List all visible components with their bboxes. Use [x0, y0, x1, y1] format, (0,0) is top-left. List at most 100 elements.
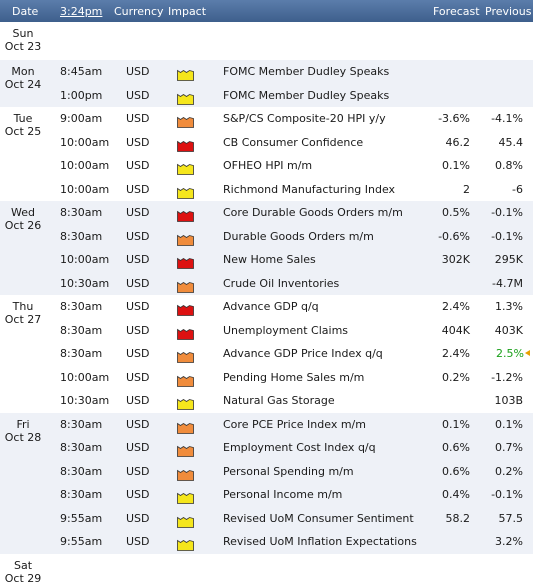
- event-forecast: 58.2: [445, 511, 471, 525]
- event-row[interactable]: 8:30am USD Durable Goods Orders m/m -0.6% -0…: [0, 225, 533, 249]
- event-row[interactable]: 8:30am USD Core Durable Goods Orders m/m 0.…: [0, 201, 533, 225]
- event-title[interactable]: Advance GDP q/q: [223, 300, 319, 313]
- event-title[interactable]: FOMC Member Dudley Speaks: [223, 65, 390, 78]
- event-title[interactable]: Natural Gas Storage: [223, 394, 335, 407]
- event-forecast: -3.6%: [438, 112, 470, 125]
- event-forecast: 2: [463, 182, 470, 196]
- event-time: 8:30am: [60, 464, 103, 478]
- event-title[interactable]: Personal Income m/m: [223, 488, 343, 501]
- day-label: Wed Oct 26: [0, 206, 46, 232]
- event-previous: 0.2%: [495, 460, 523, 484]
- impact-low-icon: [177, 66, 194, 81]
- impact-medium-icon: [177, 466, 194, 481]
- day-of-week: Sun: [12, 27, 34, 40]
- event-currency: USD: [126, 464, 150, 478]
- time-column-header[interactable]: 3:24pm: [60, 5, 103, 18]
- event-row[interactable]: 8:30am USD Personal Spending m/m 0.6% 0.2%: [0, 460, 533, 484]
- event-currency: USD: [126, 417, 150, 431]
- day-date: Oct 23: [4, 40, 42, 53]
- impact-medium-icon: [177, 372, 194, 387]
- day-date: Oct 26: [4, 219, 42, 232]
- previous-value: -4.7M: [492, 276, 523, 290]
- event-title[interactable]: S&P/CS Composite-20 HPI y/y: [223, 112, 386, 125]
- event-row[interactable]: 8:45am USD FOMC Member Dudley Speaks: [0, 60, 533, 84]
- event-time: 10:30am: [60, 394, 110, 407]
- day-date: Oct 25: [4, 125, 42, 138]
- event-previous: -4.1%: [491, 107, 523, 131]
- day-date: Oct 27: [4, 313, 42, 326]
- event-title[interactable]: Core PCE Price Index m/m: [223, 417, 366, 431]
- impact-low-icon: [177, 184, 194, 199]
- event-title[interactable]: Durable Goods Orders m/m: [223, 229, 374, 243]
- event-previous: 2.5%: [496, 342, 530, 366]
- event-title[interactable]: Unemployment Claims: [223, 323, 349, 337]
- event-row[interactable]: 8:30am USD Unemployment Claims 404K 403K: [0, 319, 533, 343]
- event-currency: USD: [126, 300, 150, 313]
- previous-value: -0.1%: [491, 206, 523, 219]
- day-of-week: Thu: [12, 300, 34, 313]
- impact-medium-icon: [177, 231, 194, 246]
- event-time: 8:30am: [60, 417, 103, 431]
- impact-high-icon: [177, 254, 194, 269]
- event-row[interactable]: 10:30am USD Natural Gas Storage 103B: [0, 389, 533, 413]
- event-title[interactable]: OFHEO HPI m/m: [223, 159, 313, 172]
- day-label: Fri Oct 28: [0, 418, 46, 444]
- impact-medium-icon: [177, 348, 194, 363]
- previous-value: 2.5%: [496, 347, 524, 360]
- event-title[interactable]: Revised UoM Consumer Sentiment: [223, 511, 414, 525]
- event-title[interactable]: Advance GDP Price Index q/q: [223, 347, 383, 360]
- event-title[interactable]: Personal Spending m/m: [223, 464, 354, 478]
- previous-value: -0.1%: [491, 488, 523, 501]
- event-title[interactable]: Revised UoM Inflation Expectations: [223, 535, 417, 548]
- event-time: 9:55am: [60, 511, 103, 525]
- event-row[interactable]: 9:55am USD Revised UoM Inflation Expectati…: [0, 530, 533, 554]
- day-date: Oct 29: [4, 571, 42, 585]
- impact-high-icon: [177, 207, 194, 222]
- day-group: Sun Oct 23: [0, 22, 533, 60]
- event-row[interactable]: 10:00am USD New Home Sales 302K 295K: [0, 248, 533, 272]
- event-title[interactable]: CB Consumer Confidence: [223, 135, 364, 149]
- event-previous: 403K: [495, 319, 523, 343]
- event-row[interactable]: 9:55am USD Revised UoM Consumer Sentiment 5…: [0, 507, 533, 531]
- event-title[interactable]: Pending Home Sales m/m: [223, 370, 365, 384]
- event-forecast: 0.1%: [442, 159, 470, 172]
- event-row[interactable]: 8:30am USD Employment Cost Index q/q 0.6% 0.…: [0, 436, 533, 460]
- previous-value: -1.2%: [491, 370, 523, 384]
- event-row[interactable]: 10:00am USD Pending Home Sales m/m 0.2% -1.2…: [0, 366, 533, 390]
- event-title[interactable]: Core Durable Goods Orders m/m: [223, 206, 403, 219]
- event-currency: USD: [126, 65, 150, 78]
- event-previous: 57.5: [499, 507, 524, 531]
- event-title[interactable]: Employment Cost Index q/q: [223, 441, 376, 454]
- event-currency: USD: [126, 229, 150, 243]
- event-title[interactable]: FOMC Member Dudley Speaks: [223, 88, 390, 102]
- event-row[interactable]: 1:00pm USD FOMC Member Dudley Speaks: [0, 84, 533, 108]
- event-row[interactable]: 8:30am USD Advance GDP q/q 2.4% 1.3%: [0, 295, 533, 319]
- event-title[interactable]: Richmond Manufacturing Index: [223, 182, 396, 196]
- day-label: Thu Oct 27: [0, 300, 46, 326]
- day-group: Sat Oct 29: [0, 554, 533, 585]
- event-currency: USD: [126, 159, 150, 172]
- day-group: Mon Oct 24 8:45am USD FOMC Member Dudley Spe…: [0, 60, 533, 107]
- day-label: Sun Oct 23: [0, 27, 46, 53]
- event-row[interactable]: 10:30am USD Crude Oil Inventories -4.7M: [0, 272, 533, 296]
- impact-low-icon: [177, 489, 194, 504]
- event-title[interactable]: New Home Sales: [223, 253, 316, 266]
- event-forecast: 2.4%: [442, 347, 470, 360]
- event-forecast: 404K: [441, 323, 470, 337]
- event-currency: USD: [126, 88, 150, 102]
- event-row[interactable]: 8:30am USD Personal Income m/m 0.4% -0.1%: [0, 483, 533, 507]
- event-row[interactable]: 10:00am USD CB Consumer Confidence 46.2 45.4: [0, 131, 533, 155]
- event-title[interactable]: Crude Oil Inventories: [223, 276, 340, 290]
- previous-value: 57.5: [498, 511, 524, 525]
- event-previous: 1.3%: [495, 295, 523, 319]
- event-previous: 0.1%: [495, 413, 523, 437]
- day-label: Sat Oct 29: [0, 559, 46, 585]
- event-row[interactable]: 9:00am USD S&P/CS Composite-20 HPI y/y -3.6…: [0, 107, 533, 131]
- event-row[interactable]: 8:30am USD Core PCE Price Index m/m 0.1% 0.1…: [0, 413, 533, 437]
- event-previous: 295K: [495, 248, 523, 272]
- event-row[interactable]: 8:30am USD Advance GDP Price Index q/q 2.4%…: [0, 342, 533, 366]
- event-row[interactable]: 10:00am USD OFHEO HPI m/m 0.1% 0.8%: [0, 154, 533, 178]
- event-currency: USD: [126, 347, 150, 360]
- event-row[interactable]: 10:00am USD Richmond Manufacturing Index 2 -…: [0, 178, 533, 202]
- event-time: 10:30am: [60, 276, 110, 290]
